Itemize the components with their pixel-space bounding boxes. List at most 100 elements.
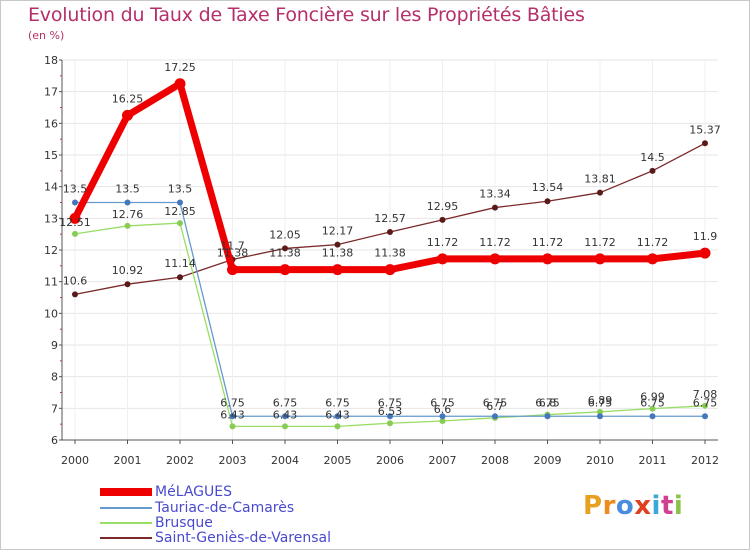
data-label-melagues: 11.72	[637, 236, 669, 249]
chart-subtitle: (en %)	[28, 29, 65, 42]
data-point-saint-genies	[72, 291, 78, 298]
data-point-saint-genies	[649, 167, 656, 174]
x-tick-label: 2012	[691, 454, 719, 467]
data-point-melagues	[647, 253, 658, 265]
data-point-melagues	[227, 264, 238, 276]
data-label-melagues: 11.72	[584, 236, 616, 249]
legend-label-saint-genies: Saint-Geniès-de-Varensal	[155, 530, 331, 546]
data-label-brusque: 6.7	[486, 400, 504, 413]
data-label-tauriac: 6.75	[430, 396, 455, 409]
data-label-saint-genies: 11.7	[220, 240, 245, 253]
data-label-saint-genies: 12.95	[427, 200, 459, 213]
data-point-saint-genies	[702, 140, 708, 147]
data-label-saint-genies: 13.81	[584, 173, 616, 186]
y-tick-label: 12	[44, 244, 58, 257]
data-label-saint-genies: 12.57	[374, 212, 406, 225]
data-label-tauriac: 13.5	[63, 183, 88, 196]
x-tick-label: 2006	[376, 454, 404, 467]
data-point-melagues	[69, 212, 81, 224]
data-label-tauriac: 13.5	[168, 183, 193, 196]
data-label-tauriac: 6.75	[273, 396, 298, 409]
data-point-saint-genies	[124, 281, 131, 288]
data-point-brusque	[229, 423, 236, 430]
y-tick-label: 7	[51, 402, 58, 415]
y-tick-label: 14	[44, 181, 58, 194]
data-label-saint-genies: 10.6	[63, 274, 88, 287]
data-label-melagues: 11.38	[374, 247, 406, 260]
data-point-tauriac	[72, 199, 78, 206]
data-label-melagues: 16.25	[112, 92, 144, 105]
data-label-tauriac: 6.75	[640, 396, 665, 409]
logo-letter: P	[583, 491, 603, 521]
data-label-melagues: 11.38	[269, 247, 301, 260]
y-tick-label: 6	[51, 434, 58, 447]
x-tick-label: 2003	[219, 454, 247, 467]
data-label-brusque: 7.08	[693, 388, 718, 401]
data-point-tauriac	[387, 413, 393, 420]
logo-letter: t	[660, 491, 674, 521]
data-label-melagues: 17.25	[164, 61, 196, 74]
data-point-saint-genies	[282, 245, 288, 252]
data-label-melagues: 11.38	[217, 247, 249, 260]
data-point-saint-genies	[597, 189, 603, 196]
data-label-brusque: 6.99	[640, 391, 665, 404]
data-point-brusque	[439, 418, 446, 424]
data-point-melagues	[437, 253, 448, 265]
data-point-saint-genies	[492, 204, 498, 211]
data-point-melagues	[174, 78, 186, 90]
x-tick-label: 2000	[61, 454, 89, 467]
data-point-tauriac	[282, 413, 288, 420]
data-point-tauriac	[649, 413, 656, 420]
x-tick-label: 2004	[271, 454, 299, 467]
legend-label-brusque: Brusque	[155, 515, 213, 531]
legend-swatch-tauriac	[100, 507, 152, 509]
data-point-tauriac	[439, 413, 446, 420]
legend-item-brusque: Brusque	[100, 515, 400, 531]
x-tick-label: 2008	[481, 454, 509, 467]
x-tick-label: 2010	[586, 454, 614, 467]
y-tick-label: 13	[44, 212, 58, 225]
axes: 6 7 8 9 10 11 12 13 14 15 16 17 18 2000 2001 2002 2003 20…	[44, 54, 719, 467]
data-point-tauriac	[597, 413, 603, 420]
y-tick-label: 10	[44, 307, 58, 320]
legend-label-tauriac: Tauriac-de-Camarès	[155, 500, 295, 516]
data-label-melagues: 11.72	[479, 236, 511, 249]
data-point-brusque	[387, 420, 393, 427]
data-label-tauriac: 13.5	[115, 183, 140, 196]
y-tick-label: 9	[51, 339, 58, 352]
logo-letter: i	[673, 491, 684, 521]
chart-title: Evolution du Taux de Taxe Foncière sur l…	[28, 4, 585, 26]
y-tick-label: 11	[44, 276, 58, 289]
data-label-saint-genies: 13.34	[479, 188, 511, 201]
data-label-tauriac: 6.75	[483, 396, 508, 409]
data-label-melagues: 11.72	[427, 236, 459, 249]
legend-item-saint-genies: Saint-Geniès-de-Varensal	[100, 530, 400, 546]
data-point-melagues	[122, 109, 133, 121]
data-label-saint-genies: 10.92	[112, 264, 144, 277]
data-point-brusque	[282, 423, 288, 430]
legend-swatch-brusque	[100, 522, 152, 524]
data-point-melagues	[384, 264, 396, 276]
data-point-brusque	[597, 408, 603, 415]
x-tick-label: 2001	[114, 454, 142, 467]
logo-letter: o	[615, 491, 635, 521]
data-label-brusque: 6.53	[378, 405, 403, 418]
data-point-melagues	[542, 253, 553, 265]
y-tick-label: 17	[44, 86, 58, 99]
data-point-brusque	[124, 222, 131, 229]
data-point-tauriac	[702, 413, 708, 420]
data-point-melagues	[699, 247, 711, 259]
data-label-tauriac: 6.75	[693, 396, 718, 409]
y-tick-label: 8	[51, 371, 58, 384]
data-point-brusque	[702, 402, 708, 409]
data-point-tauriac	[177, 199, 183, 206]
x-tick-label: 2011	[639, 454, 667, 467]
data-label-brusque: 6.43	[220, 408, 245, 421]
legend-item-melagues: MéLAGUES	[100, 484, 400, 500]
data-point-brusque	[649, 405, 656, 412]
x-tick-label: 2002	[166, 454, 194, 467]
logo-letter: x	[634, 491, 652, 521]
data-label-brusque: 12.85	[164, 205, 196, 218]
data-label-brusque: 6.8	[539, 397, 557, 410]
